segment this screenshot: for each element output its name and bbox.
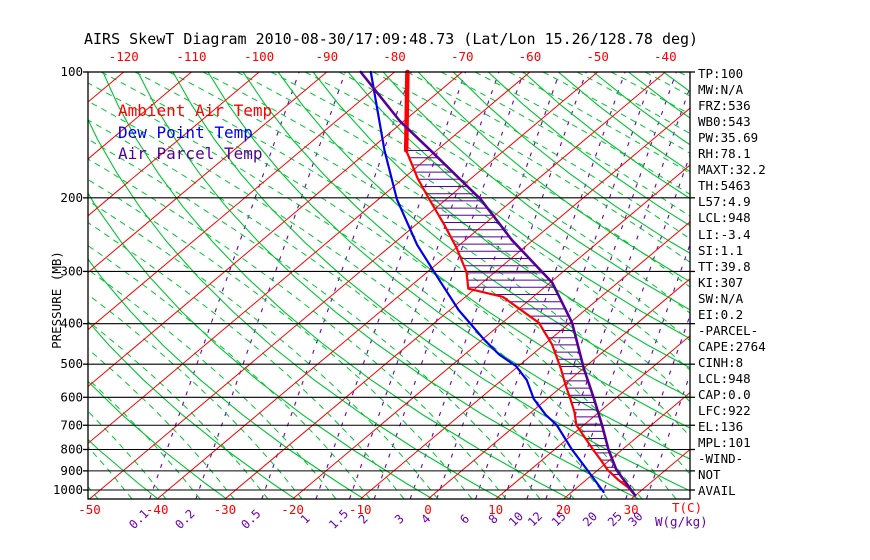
stat-line: TH:5463	[698, 178, 751, 194]
mixing-ratio-tick-label: 6	[457, 512, 472, 527]
pressure-tick-label: 500	[60, 356, 83, 371]
isotherms	[88, 72, 690, 499]
bottom-temp-tick-label: -30	[214, 502, 237, 517]
cape-hatching	[407, 150, 625, 483]
stat-line: MW:N/A	[698, 82, 744, 98]
stat-line: MAXT:32.2	[698, 162, 766, 178]
stat-line: LI:-3.4	[698, 226, 751, 242]
stat-line: CAP:0.0	[698, 387, 751, 402]
stat-line: CAPE:2764	[698, 338, 766, 354]
stat-line: KI:307	[698, 274, 744, 290]
mixing-ratio-tick-label: 20	[580, 509, 600, 529]
stat-line: LCL:948	[698, 370, 751, 386]
ambient-temp-curve	[405, 70, 637, 497]
pressure-tick-label: 1000	[53, 482, 83, 497]
air-parcel-curve	[359, 70, 637, 497]
legend-item-dew-point-temp: Dew Point Temp	[118, 123, 253, 142]
top-temp-tick-label: -110	[176, 49, 206, 64]
mixing-ratio-tick-label: 1.5	[326, 507, 351, 532]
mixing-ratio-lines	[149, 72, 690, 499]
mixing-ratio-tick-label: 0.5	[238, 507, 263, 532]
plot-frame	[83, 71, 695, 500]
bottom-temp-tick-label: -10	[349, 502, 372, 517]
bottom-temp-tick-label: -40	[146, 502, 169, 517]
bottom-temp-tick-label: 30	[624, 502, 639, 517]
top-temp-tick-label: -100	[244, 49, 274, 64]
dew-point-curve	[369, 70, 605, 494]
pressure-tick-label: 300	[60, 263, 83, 278]
temp-axis-title: T(C)	[672, 500, 702, 515]
top-temp-tick-label: -70	[451, 49, 474, 64]
stat-line: LCL:948	[698, 210, 751, 226]
pressure-tick-label: 800	[60, 441, 83, 456]
stat-line: EI:0.2	[698, 306, 744, 322]
mixing-ratio-tick-label: 25	[605, 509, 625, 529]
pressure-tick-label: 600	[60, 389, 83, 404]
top-temp-tick-label: -60	[519, 49, 542, 64]
mixing-ratio-axis-title: W(g/kg)	[655, 514, 708, 529]
mixing-ratio-tick-label: 0.2	[172, 507, 197, 532]
stat-line: NOT	[698, 467, 721, 483]
stat-line: TP:100	[698, 66, 744, 81]
chart-title: AIRS SkewT Diagram 2010-08-30/17:09:48.7…	[84, 30, 699, 48]
stat-line: CINH:8	[698, 354, 744, 370]
stat-line: WB0:543	[698, 114, 751, 130]
pressure-tick-label: 200	[60, 190, 83, 205]
bottom-temp-tick-label: -20	[281, 502, 304, 517]
pressure-tick-label: 400	[60, 316, 83, 331]
stat-line: L57:4.9	[698, 194, 751, 210]
bottom-temp-tick-label: 20	[556, 502, 571, 517]
stat-line: EL:136	[698, 419, 744, 435]
stat-line: -WIND-	[698, 451, 744, 467]
mixing-ratio-tick-label: 3	[392, 512, 407, 527]
pressure-tick-label: 700	[60, 417, 83, 432]
top-temp-tick-label: -80	[383, 49, 406, 64]
sounding-curves	[359, 69, 637, 497]
bottom-temp-tick-label: 10	[488, 502, 503, 517]
bottom-temp-tick-label: -50	[78, 502, 101, 517]
stat-line: SI:1.1	[698, 242, 744, 258]
mixing-ratio-tick-label: 12	[525, 509, 545, 529]
moist-adiabats	[88, 72, 690, 499]
bottom-temp-tick-label: 0	[424, 502, 432, 517]
stat-line: PW:35.69	[698, 130, 759, 146]
top-temp-tick-label: -120	[109, 49, 139, 64]
stat-line: MPL:101	[698, 435, 751, 451]
mixing-ratio-tick-label: 1	[298, 512, 313, 527]
pressure-tick-label: 100	[60, 64, 83, 79]
top-temp-tick-label: -40	[654, 49, 677, 64]
stat-line: RH:78.1	[698, 146, 751, 162]
stat-line: TT:39.8	[698, 258, 751, 274]
stat-line: SW:N/A	[698, 290, 744, 306]
pressure-axis-title: PRESSURE (MB)	[49, 251, 64, 349]
stat-line: FRZ:536	[698, 98, 751, 114]
stat-line: AVAIL	[698, 483, 736, 499]
top-temp-tick-label: -50	[586, 49, 609, 64]
top-temp-tick-label: -90	[316, 49, 339, 64]
legend-item-ambient-air-temp: Ambient Air Temp	[118, 101, 273, 120]
legend-item-air-parcel-temp: Air Parcel Temp	[118, 144, 263, 163]
stat-line: -PARCEL-	[698, 322, 759, 338]
ambient-temp-upper-segment	[403, 69, 410, 153]
pressure-tick-label: 900	[60, 463, 83, 478]
stat-line: LFC:922	[698, 403, 751, 419]
mixing-ratio-tick-label: 10	[506, 509, 526, 529]
